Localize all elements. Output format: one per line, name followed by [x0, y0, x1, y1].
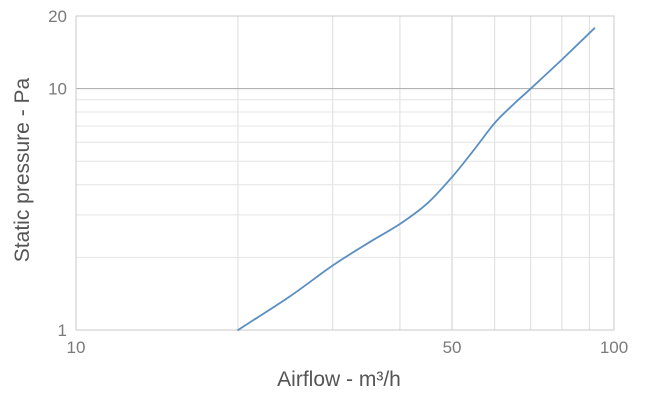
y-axis-title: Static pressure - Pa [11, 77, 34, 262]
x-tick-labels: 10 50 100 [67, 338, 629, 357]
x-axis-title: Airflow - m³/h [277, 368, 401, 391]
data-series [237, 27, 596, 331]
x-tick-label: 100 [600, 338, 628, 357]
plot-frame [75, 15, 615, 331]
x-tick-label: 10 [67, 338, 86, 357]
y-tick-labels: 1 10 20 [48, 7, 67, 340]
y-tick-label: 1 [58, 321, 67, 340]
y-tick-label: 10 [48, 80, 67, 99]
grid-lines [76, 16, 614, 330]
x-tick-label: 50 [443, 338, 462, 357]
series-line [237, 27, 596, 331]
y-tick-label: 20 [48, 7, 67, 26]
